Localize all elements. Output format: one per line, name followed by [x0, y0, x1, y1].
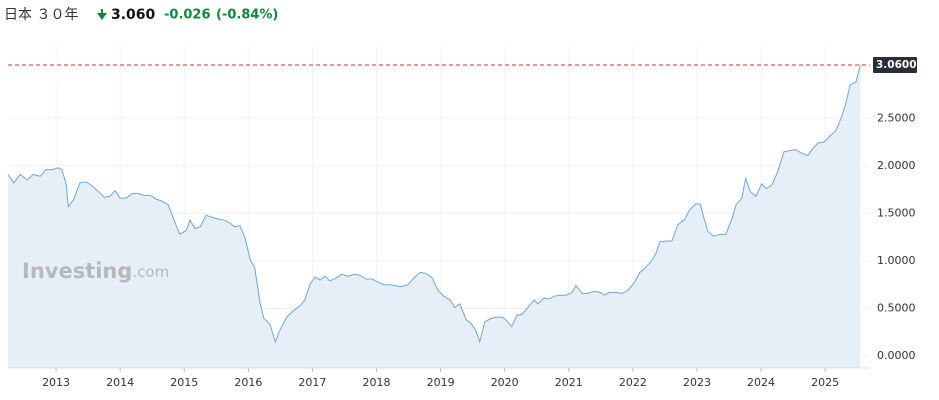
y-tick-label: 1.0000 [877, 254, 916, 267]
x-tick-label: 2022 [619, 376, 647, 389]
plot-area [7, 45, 870, 369]
line [7, 64, 861, 344]
x-tick-label: 2014 [106, 376, 134, 389]
x-tick-label: 2023 [683, 376, 711, 389]
x-tick-label: 2013 [42, 376, 70, 389]
x-tick-label: 2025 [811, 376, 839, 389]
watermark-brand: Investing [22, 259, 132, 283]
y-tick-label: 0.0000 [877, 349, 916, 362]
y-tick-label: 2.5000 [877, 111, 916, 124]
price-change: -0.026 [164, 8, 211, 23]
x-tick-label: 2018 [363, 376, 391, 389]
watermark-suffix: .com [132, 263, 169, 281]
y-tick-label: 0.5000 [877, 302, 916, 315]
x-tick-label: 2017 [298, 376, 326, 389]
x-tick-label: 2021 [555, 376, 583, 389]
y-tick-label: 1.5000 [877, 206, 916, 219]
last-value-label: 3.0600 [876, 59, 917, 71]
x-tick-label: 2020 [491, 376, 519, 389]
instrument-name: 日本 ３０年 [4, 7, 78, 23]
area-fill [8, 64, 861, 369]
last-value-box [873, 56, 917, 73]
y-tick-label: 2.0000 [877, 159, 916, 172]
x-tick-label: 2019 [427, 376, 455, 389]
price: 3.060 [111, 7, 156, 23]
watermark: Investing.com [22, 259, 169, 283]
x-tick-label: 2015 [170, 376, 198, 389]
x-tick-label: 2024 [747, 376, 775, 389]
price-change-percent: (-0.84%) [216, 8, 278, 23]
down-arrow-icon [97, 9, 107, 20]
x-tick-label: 2016 [234, 376, 262, 389]
